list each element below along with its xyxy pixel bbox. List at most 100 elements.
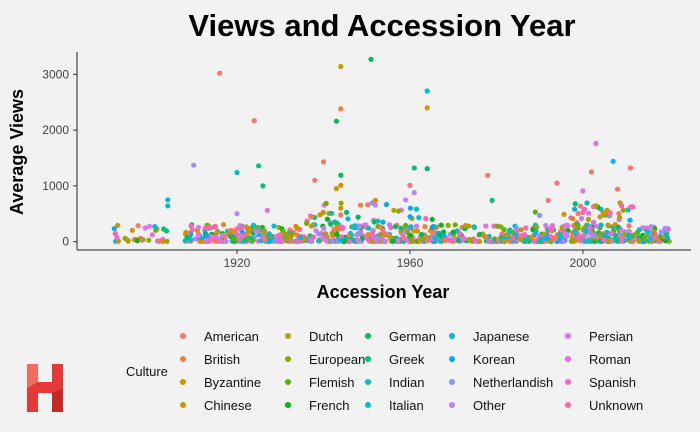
data-point xyxy=(386,222,393,228)
data-point xyxy=(501,227,507,233)
data-point xyxy=(146,237,152,243)
data-point xyxy=(129,227,135,233)
data-point xyxy=(262,237,268,243)
legend-key xyxy=(365,333,371,339)
data-point xyxy=(135,223,141,229)
data-point xyxy=(256,163,262,169)
data-point xyxy=(570,216,576,222)
data-point xyxy=(605,238,612,244)
data-point xyxy=(545,197,551,203)
data-point xyxy=(663,232,670,238)
data-point xyxy=(111,226,117,232)
data-point xyxy=(333,118,339,124)
legend-label: American xyxy=(204,329,259,344)
data-point xyxy=(416,215,422,221)
data-point xyxy=(554,180,560,186)
data-point xyxy=(522,238,528,244)
data-point xyxy=(152,224,158,230)
data-point xyxy=(424,238,430,244)
data-point xyxy=(582,238,588,244)
legend-label: Spanish xyxy=(589,375,636,390)
data-point xyxy=(636,227,642,233)
data-point xyxy=(627,204,634,210)
data-point xyxy=(271,223,277,229)
data-point xyxy=(363,222,369,228)
legend-label: Greek xyxy=(389,352,425,367)
data-point xyxy=(644,225,650,231)
data-point xyxy=(601,237,607,243)
data-point xyxy=(547,238,553,244)
data-point xyxy=(294,238,300,244)
data-point xyxy=(485,172,491,178)
data-point xyxy=(277,232,283,238)
legend-label: German xyxy=(389,329,436,344)
data-point xyxy=(422,224,428,230)
data-point xyxy=(647,236,654,242)
data-point xyxy=(329,230,335,236)
legend-key xyxy=(285,356,291,362)
data-point xyxy=(586,210,592,216)
data-point xyxy=(489,197,495,203)
data-point xyxy=(407,205,413,211)
data-point xyxy=(396,208,402,214)
data-point xyxy=(543,235,549,241)
x-tick-label: 1960 xyxy=(397,256,424,270)
data-point xyxy=(494,223,501,229)
data-point xyxy=(208,225,214,231)
data-point xyxy=(320,210,326,216)
data-point xyxy=(483,223,489,229)
data-point xyxy=(577,203,584,209)
data-point xyxy=(191,162,197,168)
data-point xyxy=(372,197,378,203)
data-point xyxy=(260,183,266,189)
data-point xyxy=(328,210,335,216)
data-point xyxy=(580,209,586,215)
data-point xyxy=(590,219,597,225)
y-tick-label: 2000 xyxy=(42,123,69,137)
data-point xyxy=(395,238,401,244)
data-point xyxy=(583,228,589,234)
data-point xyxy=(518,227,524,233)
chart-title: Views and Accession Year xyxy=(188,8,575,43)
data-point xyxy=(457,231,463,237)
data-point xyxy=(250,222,257,228)
data-point xyxy=(338,200,344,206)
data-point xyxy=(358,202,364,208)
legend-label: Other xyxy=(473,398,506,413)
data-point xyxy=(323,238,329,244)
data-point xyxy=(613,237,619,243)
data-point xyxy=(424,105,430,111)
data-point xyxy=(619,237,625,244)
data-point xyxy=(585,216,592,222)
data-point xyxy=(411,190,417,196)
data-point xyxy=(532,209,538,215)
data-point xyxy=(125,238,131,244)
legend-label: Dutch xyxy=(309,329,343,344)
data-point xyxy=(356,237,362,243)
data-point xyxy=(338,172,344,178)
data-point xyxy=(184,234,190,241)
data-point xyxy=(413,206,420,212)
data-point xyxy=(114,234,120,241)
data-point xyxy=(371,219,377,225)
data-point xyxy=(476,231,483,237)
data-point xyxy=(352,225,358,231)
data-point xyxy=(627,217,633,223)
data-point xyxy=(324,216,330,222)
data-point xyxy=(517,235,523,242)
data-point xyxy=(316,231,322,237)
data-point xyxy=(346,238,353,244)
data-point xyxy=(195,224,201,230)
data-point xyxy=(438,222,444,228)
data-point xyxy=(208,233,215,240)
legend-key xyxy=(565,379,571,385)
data-point xyxy=(246,229,252,235)
data-point xyxy=(575,235,581,241)
plot-area: 1920 1960 2000 0 1000 2000 3000 xyxy=(42,52,691,270)
data-point xyxy=(597,214,603,220)
data-point xyxy=(375,235,381,241)
legend-label: Byzantine xyxy=(204,375,261,390)
data-point xyxy=(164,238,170,244)
legend-label: Indian xyxy=(389,375,424,390)
data-point xyxy=(149,232,155,238)
